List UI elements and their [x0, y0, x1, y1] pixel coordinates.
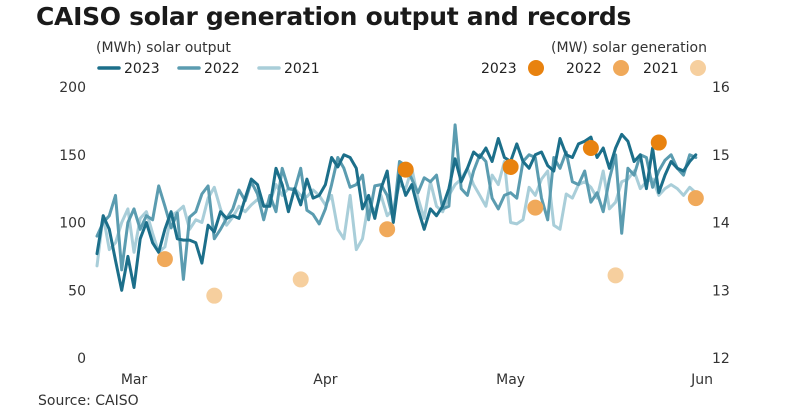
- record-dot-2023: [650, 134, 667, 151]
- legend-record-label-2022: 2022: [566, 61, 602, 77]
- left-tick-label: 100: [59, 216, 86, 232]
- right-axis-label: (MW) solar generation: [551, 40, 707, 56]
- left-axis-label: (MWh) solar output: [96, 40, 231, 56]
- left-tick-label: 200: [59, 80, 86, 96]
- legend-label-2022: 2022: [204, 61, 240, 77]
- record-dot-2023: [582, 139, 599, 156]
- record-dot-2022: [379, 221, 396, 238]
- source-note: Source: CAISO: [38, 393, 139, 409]
- left-tick-label: 50: [68, 283, 86, 299]
- legend-record-dot-2023: [528, 60, 544, 76]
- record-dot-2021: [292, 271, 309, 288]
- x-tick-label: May: [496, 372, 525, 388]
- right-tick-label: 15: [712, 148, 730, 164]
- x-tick-label: Jun: [690, 372, 713, 388]
- record-dot-2023: [502, 158, 519, 175]
- legend-record-dot-2021: [690, 60, 706, 76]
- record-dot-2023: [397, 161, 414, 178]
- legend-record-label-2023: 2023: [481, 61, 517, 77]
- legend-label-2021: 2021: [284, 61, 320, 77]
- right-tick-label: 12: [712, 351, 730, 367]
- x-tick-label: Apr: [313, 372, 337, 388]
- left-tick-label: 0: [77, 351, 86, 367]
- series-line-2023: [95, 132, 698, 292]
- legend-record-dot-2022: [613, 60, 629, 76]
- record-dot-2022: [527, 199, 544, 216]
- record-dot-2021: [607, 267, 624, 284]
- left-tick-label: 150: [59, 148, 86, 164]
- right-tick-label: 16: [712, 80, 730, 96]
- record-dot-2021: [206, 287, 223, 304]
- chart-title: CAISO solar generation output and record…: [36, 2, 632, 31]
- x-tick-label: Mar: [121, 372, 148, 388]
- legend-record-label-2021: 2021: [643, 61, 679, 77]
- record-dot-2022: [156, 251, 173, 268]
- right-tick-label: 14: [712, 216, 730, 232]
- right-tick-label: 13: [712, 283, 730, 299]
- legend-label-2023: 2023: [124, 61, 160, 77]
- record-dot-2022: [687, 190, 704, 207]
